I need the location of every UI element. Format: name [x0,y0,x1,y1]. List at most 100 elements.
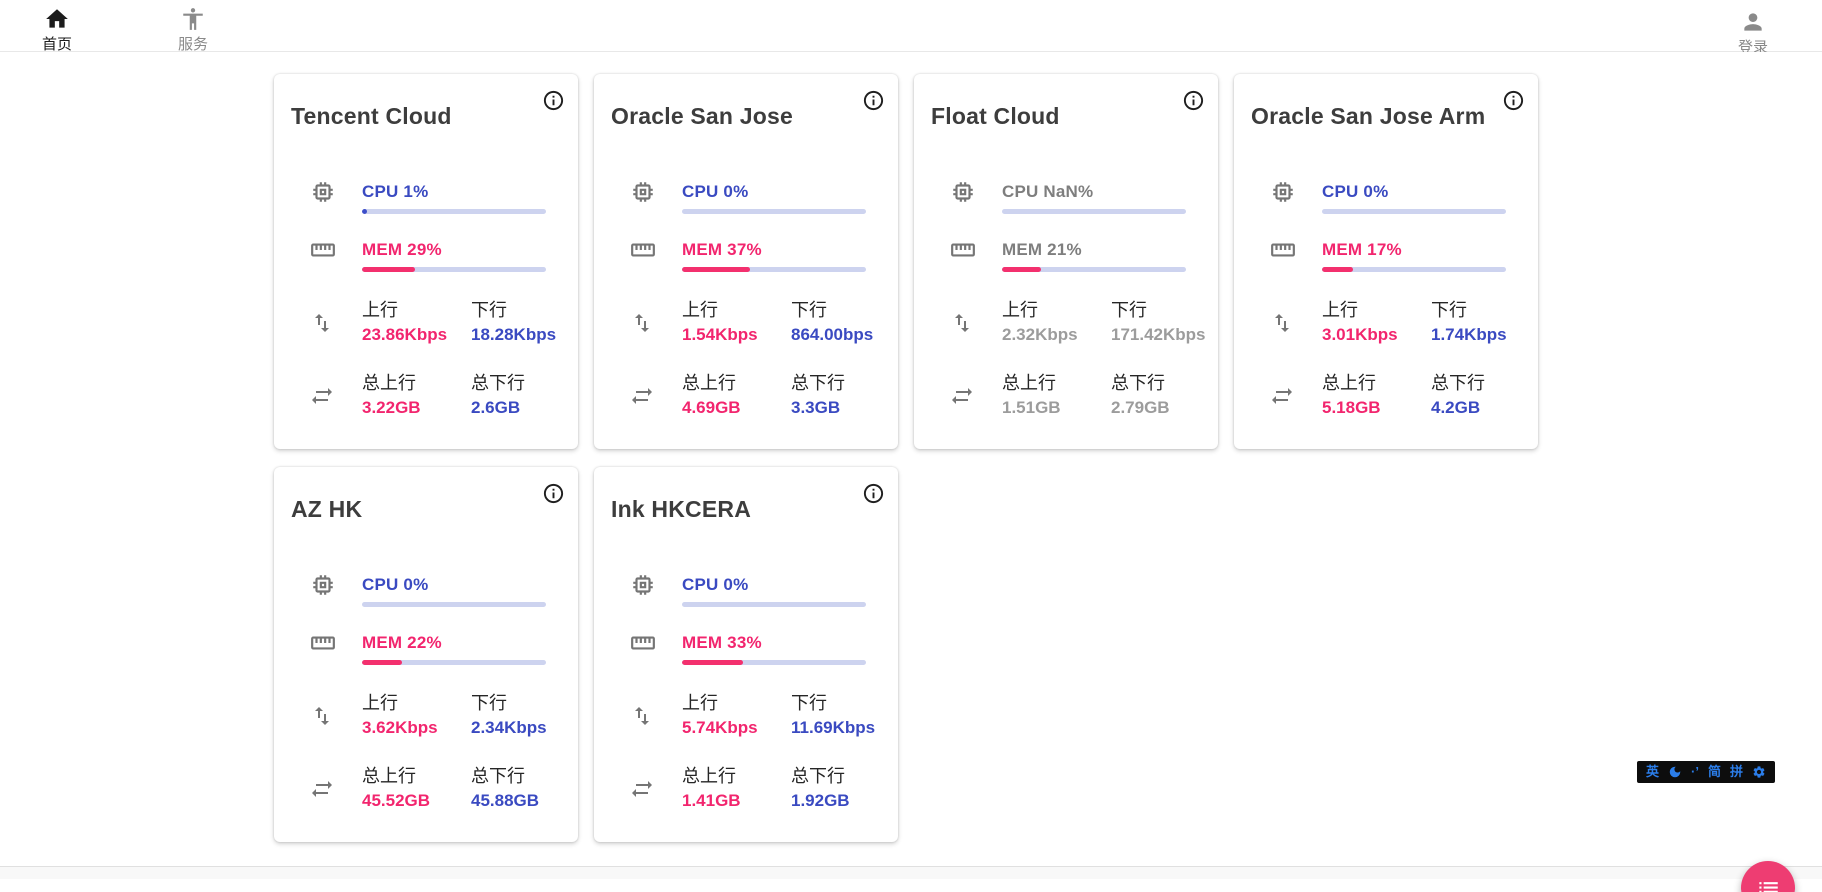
cpu-usage-label: CPU 1% [362,182,429,201]
mem-row: MEM 37% [594,240,898,272]
home-icon [44,6,70,32]
info-icon [862,90,885,115]
nav-tab-home[interactable]: 首页 [19,0,95,54]
total-upload-label: 总上行 [1002,373,1056,393]
ime-simplified-mode[interactable]: 简 [1707,764,1721,779]
info-icon [542,90,565,115]
info-icon [862,483,885,508]
upload-label: 上行 [362,693,398,713]
total-upload-value: 3.22GB [362,398,421,417]
cpu-progress-bar [1002,209,1186,214]
download-speed-value: 864.00bps [791,325,874,344]
accessibility-icon [180,6,206,32]
nav-tab-login[interactable]: 登录 [1715,0,1791,57]
total-upload-label: 总上行 [1322,373,1376,393]
footer-strip [0,866,1822,879]
info-icon [1502,90,1525,115]
cpu-row: CPU 0% [274,575,578,607]
server-card: Oracle San Jose Arm CPU 0% [1234,74,1538,449]
cpu-progress-bar [682,209,866,214]
server-card: AZ HK CPU 0% [274,467,578,842]
mem-bar-fill [362,660,403,665]
total-upload-value: 1.51GB [1002,398,1061,417]
server-card: Float Cloud CPU NaN% [914,74,1218,449]
speed-row: 上行 1.54Kbps 下行 864.00bps [594,298,898,347]
cpu-usage-label: CPU NaN% [1002,182,1094,201]
ime-settings-gear-icon[interactable] [1752,765,1766,779]
swap-horiz-icon [310,384,334,408]
memory-ruler-icon [630,630,656,656]
total-upload-label: 总上行 [362,766,416,786]
memory-ruler-icon [950,237,976,263]
download-speed-value: 171.42Kbps [1111,325,1206,344]
download-label: 下行 [1431,300,1467,320]
total-download-value: 1.92GB [791,791,850,810]
mem-usage-label: MEM 22% [362,633,442,652]
ime-pinyin-mode[interactable]: 拼 [1729,764,1743,779]
nav-services-label: 服务 [177,36,208,53]
total-upload-value: 1.41GB [682,791,741,810]
total-download-value: 2.6GB [471,398,521,417]
mem-bar-fill [682,267,751,272]
upload-speed-value: 2.32Kbps [1002,325,1078,344]
info-button[interactable] [1501,89,1525,113]
mem-row: MEM 29% [274,240,578,272]
swap-horiz-icon [1270,384,1294,408]
total-upload-value: 45.52GB [362,791,431,810]
cpu-chip-icon [310,572,336,598]
cpu-progress-bar [362,209,546,214]
total-upload-value: 4.69GB [682,398,741,417]
total-download-value: 4.2GB [1431,398,1481,417]
cpu-usage-label: CPU 0% [682,182,749,201]
mem-row: MEM 17% [1234,240,1538,272]
download-label: 下行 [791,300,827,320]
speed-row: 上行 5.74Kbps 下行 11.69Kbps [594,691,898,740]
moon-icon[interactable] [1668,765,1682,779]
upload-speed-value: 3.01Kbps [1322,325,1398,344]
cpu-row: CPU 0% [594,575,898,607]
mem-progress-bar [682,267,866,272]
total-row: 总上行 45.52GB 总下行 45.88GB [274,764,578,813]
info-button[interactable] [541,89,565,113]
upload-label: 上行 [682,300,718,320]
nav-tab-services[interactable]: 服务 [155,0,231,54]
total-row: 总上行 5.18GB 总下行 4.2GB [1234,371,1538,420]
mem-usage-label: MEM 33% [682,633,762,652]
upload-speed-value: 1.54Kbps [682,325,758,344]
ime-english-mode[interactable]: 英 [1646,764,1660,779]
main-content: Tencent Cloud CPU 1% [0,52,1822,892]
total-upload-label: 总上行 [682,373,736,393]
mem-progress-bar [362,267,546,272]
server-name: Oracle San Jose Arm [1251,103,1486,129]
mem-progress-bar [1002,267,1186,272]
info-button[interactable] [541,482,565,506]
speed-row: 上行 3.62Kbps 下行 2.34Kbps [274,691,578,740]
swap-vert-icon [630,704,654,728]
download-label: 下行 [471,693,507,713]
info-button[interactable] [1181,89,1205,113]
mem-usage-label: MEM 17% [1322,240,1402,259]
memory-ruler-icon [310,630,336,656]
total-row: 总上行 4.69GB 总下行 3.3GB [594,371,898,420]
swap-vert-icon [950,311,974,335]
cpu-row: CPU 0% [594,182,898,214]
person-icon [1740,9,1766,35]
cpu-chip-icon [630,179,656,205]
cpu-usage-label: CPU 0% [1322,182,1389,201]
total-download-label: 总下行 [1431,373,1485,393]
ime-punctuation-mode[interactable]: ·’ [1691,764,1699,779]
info-button[interactable] [861,482,885,506]
ime-status-bar: 英 ·’ 简 拼 [1637,761,1775,783]
swap-vert-icon [310,311,334,335]
memory-ruler-icon [1270,237,1296,263]
total-download-label: 总下行 [1111,373,1165,393]
upload-speed-value: 5.74Kbps [682,718,758,737]
total-upload-value: 5.18GB [1322,398,1381,417]
info-button[interactable] [861,89,885,113]
list-icon [1755,874,1781,892]
download-label: 下行 [1111,300,1147,320]
total-upload-label: 总上行 [682,766,736,786]
cpu-bar-fill [362,209,367,214]
download-label: 下行 [471,300,507,320]
memory-ruler-icon [630,237,656,263]
